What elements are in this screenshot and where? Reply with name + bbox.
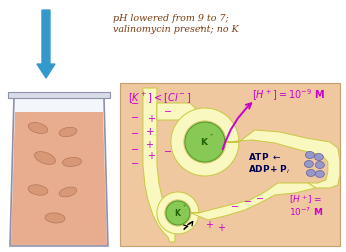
Text: $-$: $-$ — [130, 111, 139, 121]
Text: $-$: $-$ — [255, 192, 264, 202]
Text: $-$: $-$ — [130, 157, 139, 167]
Polygon shape — [226, 130, 340, 188]
Text: $+$: $+$ — [145, 127, 155, 138]
Ellipse shape — [28, 122, 48, 134]
Polygon shape — [158, 200, 198, 228]
Text: $-$: $-$ — [130, 97, 139, 107]
Ellipse shape — [306, 170, 315, 176]
Circle shape — [184, 121, 226, 163]
Text: $+$: $+$ — [217, 223, 226, 233]
Text: $-$: $-$ — [130, 143, 139, 153]
Ellipse shape — [59, 127, 77, 137]
Ellipse shape — [315, 171, 324, 177]
Text: $+$: $+$ — [147, 150, 156, 162]
Polygon shape — [10, 97, 108, 246]
Text: $[H^+] = 10^{-9}$ M: $[H^+] = 10^{-9}$ M — [252, 87, 325, 103]
Ellipse shape — [28, 185, 48, 195]
Text: $[H^+] =$: $[H^+] =$ — [289, 194, 322, 206]
Polygon shape — [191, 183, 316, 220]
Circle shape — [166, 201, 190, 225]
Ellipse shape — [304, 161, 313, 168]
Polygon shape — [143, 88, 175, 242]
Polygon shape — [8, 92, 110, 98]
Text: $^+$: $^+$ — [197, 25, 204, 33]
Text: pH lowered from 9 to 7;: pH lowered from 9 to 7; — [113, 14, 229, 23]
Text: $10^{-7}$ M: $10^{-7}$ M — [289, 206, 323, 218]
Text: $-$: $-$ — [163, 105, 173, 115]
Text: ATP $\leftarrow$: ATP $\leftarrow$ — [248, 151, 282, 163]
Text: valinomycin present; no K: valinomycin present; no K — [113, 25, 239, 34]
Ellipse shape — [315, 162, 324, 169]
Ellipse shape — [45, 213, 65, 223]
Circle shape — [184, 121, 226, 163]
Text: K: K — [200, 139, 207, 147]
Polygon shape — [157, 103, 197, 125]
Text: K: K — [174, 209, 180, 218]
Polygon shape — [157, 192, 199, 234]
Text: $-$: $-$ — [163, 145, 173, 155]
Ellipse shape — [59, 187, 77, 197]
Text: $[K^+] < [Cl^-]$: $[K^+] < [Cl^-]$ — [128, 90, 192, 106]
Text: $+$: $+$ — [206, 219, 215, 231]
Circle shape — [165, 200, 191, 226]
Ellipse shape — [306, 151, 315, 159]
Bar — [120, 83, 340, 246]
Text: $-$: $-$ — [130, 127, 139, 137]
FancyArrow shape — [37, 10, 55, 78]
Circle shape — [185, 122, 225, 162]
Circle shape — [165, 200, 191, 226]
Ellipse shape — [315, 153, 324, 161]
Polygon shape — [171, 108, 239, 176]
Text: $-$: $-$ — [243, 195, 253, 205]
Text: $+$: $+$ — [145, 140, 154, 150]
Text: $^+$: $^+$ — [182, 204, 188, 209]
Text: $+$: $+$ — [147, 112, 156, 123]
Ellipse shape — [35, 152, 55, 164]
Text: $-$: $-$ — [230, 200, 239, 210]
Text: $^+$: $^+$ — [209, 133, 215, 138]
Ellipse shape — [63, 158, 81, 167]
Text: ADP+ P$_i$: ADP+ P$_i$ — [248, 164, 290, 176]
Polygon shape — [11, 112, 107, 245]
